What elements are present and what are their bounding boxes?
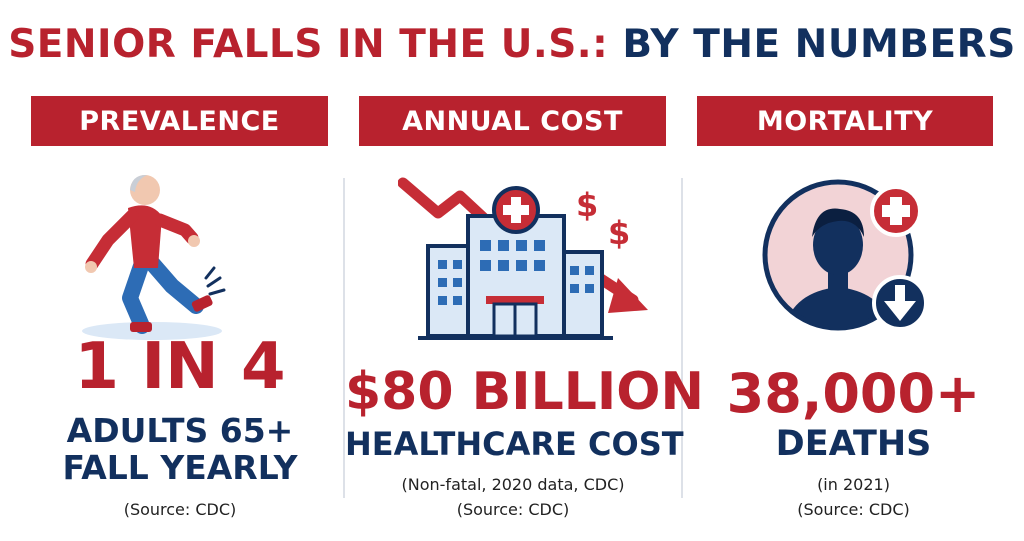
source-note: (Source: CDC) — [797, 500, 910, 519]
header-prevalence: PREVALENCE — [31, 96, 328, 146]
header-mortality: MORTALITY — [697, 96, 993, 146]
source-note: (Source: CDC) — [123, 500, 237, 519]
column-divider — [681, 178, 683, 498]
header-label: MORTALITY — [756, 105, 934, 137]
stat-prevalence: 1 IN 4 — [74, 330, 286, 404]
stat-mortality-label: DEATHS — [775, 424, 932, 464]
column-divider — [343, 178, 345, 498]
source-note: (Source: CDC) — [456, 500, 570, 519]
data-detail-note: (Non-fatal, 2020 data, CDC) — [401, 475, 625, 494]
dollar-sign-icon: $ — [576, 186, 598, 224]
title-blue-part: BY THE NUMBERS — [622, 22, 1016, 67]
stat-prevalence-label-2: FALL YEARLY — [62, 448, 298, 487]
data-detail-note: (in 2021) — [817, 475, 890, 494]
header-annual-cost: ANNUAL COST — [359, 96, 666, 146]
header-label: ANNUAL COST — [402, 105, 623, 137]
title-red-part: SENIOR FALLS IN THE U.S.: — [8, 22, 609, 67]
person-down-arrow-icon — [762, 179, 928, 331]
stat-prevalence-label-1: ADULTS 65+ — [66, 411, 294, 450]
falling-senior-icon — [82, 174, 226, 340]
stat-annual-cost: $80 BILLION — [345, 362, 704, 422]
hospital-declining-icon: $ $ — [398, 177, 648, 340]
stat-mortality: 38,000+ — [726, 362, 981, 425]
stat-annual-cost-label: HEALTHCARE COST — [345, 425, 684, 463]
page-title: SENIOR FALLS IN THE U.S.: BY THE NUMBERS — [0, 22, 1024, 67]
header-label: PREVALENCE — [79, 105, 280, 137]
dollar-sign-icon: $ — [608, 214, 630, 252]
